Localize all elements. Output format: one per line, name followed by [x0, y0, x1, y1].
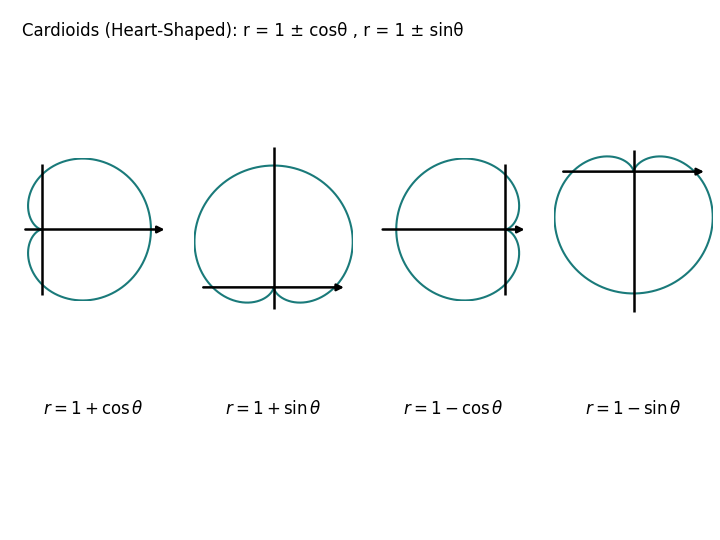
Text: $r = 1 + \cos\theta$: $r = 1 + \cos\theta$ — [43, 400, 144, 417]
Text: $r = 1 + \sin\theta$: $r = 1 + \sin\theta$ — [225, 400, 322, 417]
Text: $r = 1 - \sin\theta$: $r = 1 - \sin\theta$ — [585, 400, 682, 417]
Text: $r = 1 - \cos\theta$: $r = 1 - \cos\theta$ — [403, 400, 504, 417]
Text: Cardioids (Heart-Shaped): r = 1 ± cosθ , r = 1 ± sinθ: Cardioids (Heart-Shaped): r = 1 ± cosθ ,… — [22, 22, 463, 39]
